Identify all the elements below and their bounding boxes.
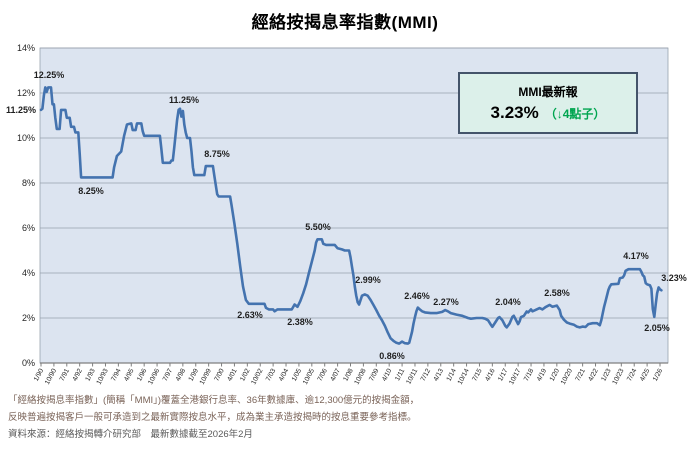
data-label: 12.25% [34,70,65,80]
x-axis-label: 7/03 [265,367,277,382]
data-label: 8.25% [78,186,104,196]
y-axis-label: 8% [22,178,35,188]
x-axis-label: 1/17 [497,367,509,382]
x-axis-label: 7/97 [162,367,174,382]
x-axis-label: 1/26 [652,367,664,382]
x-axis-label: 10/11 [405,367,419,385]
x-axis-label: 10/23 [611,367,625,385]
x-axis-label: 1/99 [188,367,200,382]
y-axis-label: 10% [17,133,35,143]
x-axis-label: 7/94 [110,367,122,382]
data-label: 3.23% [661,273,687,283]
x-axis-label: 7/09 [368,367,380,382]
x-axis-label: 1/96 [136,367,148,382]
data-label: 2.27% [433,297,459,307]
x-axis-label: 1/08 [342,367,354,382]
y-axis-label: 6% [22,223,35,233]
x-axis-label: 4/10 [381,367,393,382]
x-axis-label: 10/14 [457,367,471,385]
x-axis-label: 4/98 [175,367,187,382]
x-axis-label: 10/93 [96,367,110,385]
x-axis-label: 10/08 [353,367,367,385]
x-axis-label: 4/19 [536,367,548,382]
data-label: 11.25% [169,95,199,105]
x-axis-label: 7/12 [420,367,432,382]
data-label: 2.99% [355,275,381,285]
x-axis-label: 4/13 [433,367,445,382]
chart-title: 經絡按揭息率指數(MMI) [251,13,439,32]
x-axis-label: 7/21 [574,367,586,382]
data-label: 2.46% [404,291,430,301]
x-axis-label: 7/06 [317,367,329,382]
data-label: 0.86% [379,351,405,361]
data-label: 2.38% [287,317,313,327]
data-label: 2.05% [644,323,670,333]
x-axis-label: 1/90 [33,367,45,382]
x-axis-label: 7/18 [523,367,535,382]
mmi-latest-heading: MMI最新報 [518,85,578,99]
mmi-series-line [39,86,663,345]
x-axis-label: 4/04 [278,367,290,382]
x-axis-label: 4/07 [329,367,341,382]
data-label: 2.04% [495,297,521,307]
x-axis-label: 4/01 [226,367,238,382]
x-axis-label: 10/02 [250,367,264,385]
x-axis-label: 4/22 [587,367,599,382]
x-axis-label: 10/17 [508,367,522,385]
footnote-line-3: 資料來源：經絡按揭轉介研究部 最新數據截至2026年2月 [8,429,253,440]
y-axis-label: 4% [22,268,35,278]
x-axis-label: 4/95 [123,367,135,382]
x-axis-label: 4/16 [484,367,496,382]
mmi-latest-value: 3.23% [490,103,539,122]
x-axis-label: 10/96 [147,367,161,385]
mmi-latest-change: （↓4點子） [544,107,606,121]
data-label: 11.25% [6,105,36,115]
y-axis-label: 0% [22,358,35,368]
x-axis-label: 7/91 [59,367,71,382]
x-axis-label: 1/14 [446,367,458,382]
y-axis-label: 2% [22,313,35,323]
x-axis-label: 1/05 [291,367,303,382]
x-axis-label: 1/11 [394,367,406,382]
data-label: 2.58% [544,288,570,298]
footnote-line-2: 反映普遍按揭客戶一般可承造到之最新實際按息水平，成為業主承造按揭時的按息重要參考… [8,412,417,423]
x-axis-label: 7/00 [213,367,225,382]
x-axis-label: 4/25 [639,367,651,382]
x-axis-label: 10/05 [302,367,316,385]
y-axis-label: 14% [17,43,35,53]
data-label: 8.75% [204,149,230,159]
mmi-latest-row: 3.23% （↓4點子） [491,103,606,123]
y-axis-label: 12% [17,88,35,98]
data-label: 2.63% [237,310,263,320]
x-axis-label: 1/20 [549,367,561,382]
x-axis-label: 10/99 [199,367,213,385]
x-axis-label: 1/93 [84,367,96,382]
x-axis-label: 10/20 [560,367,574,385]
mmi-latest-box: MMI最新報 3.23% （↓4點子） [458,72,638,134]
data-label: 5.50% [305,222,331,232]
x-axis-label: 4/92 [72,367,84,382]
footnote-line-1: 「經絡按揭息率指數」(簡稱「MMI」)覆蓋全港銀行息率、36年數據庫、逾12,3… [8,395,420,406]
x-axis-label: 1/02 [239,367,251,382]
x-axis-label: 7/15 [471,367,483,382]
x-axis-label: 1/23 [600,367,612,382]
x-axis-label: 10/90 [44,367,58,385]
x-axis-label: 7/24 [626,367,638,382]
data-label: 4.17% [623,251,649,261]
